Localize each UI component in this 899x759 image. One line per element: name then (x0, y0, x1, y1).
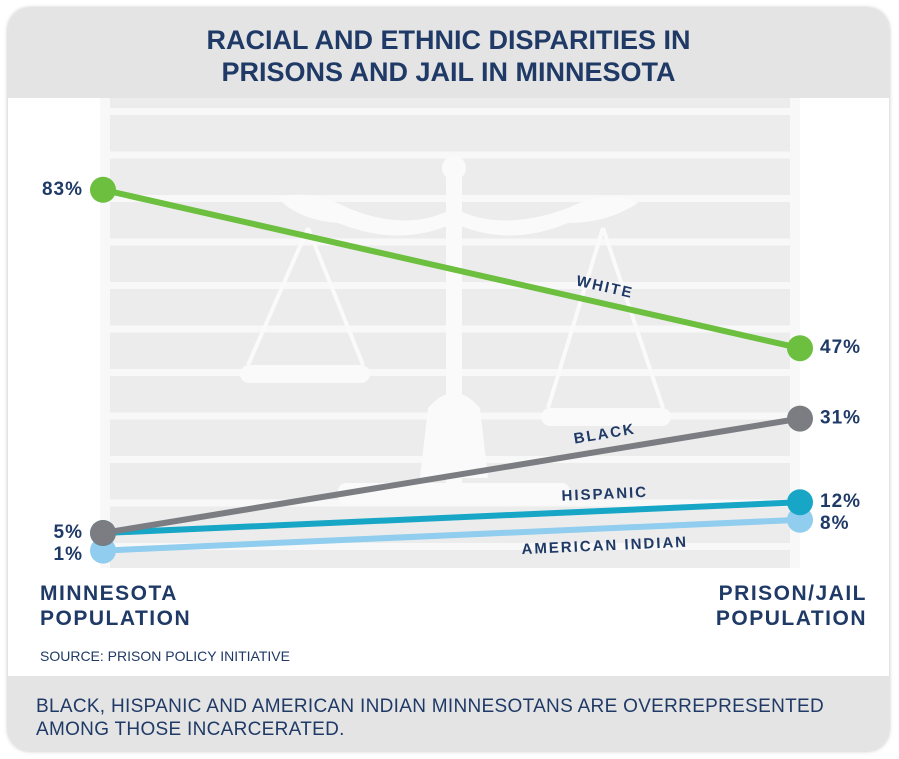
point (787, 335, 813, 361)
value-label: 1% (54, 544, 83, 565)
value-label: 31% (820, 408, 861, 429)
stripe (100, 98, 110, 568)
value-label: 83% (42, 179, 83, 200)
point (787, 406, 813, 432)
value-label: 8% (820, 513, 849, 534)
point (90, 177, 116, 203)
note: BLACK, HISPANIC AND AMERICAN INDIAN MINN… (8, 676, 889, 751)
source: SOURCE: PRISON POLICY INITIATIVE (40, 648, 290, 664)
point (90, 520, 116, 546)
x-category-label: PRISON/JAIL POPULATION (677, 581, 867, 631)
value-label: 47% (820, 337, 861, 358)
card: RACIAL AND ETHNIC DISPARITIES IN PRISONS… (8, 8, 889, 751)
chart: AMERICAN INDIANHISPANICBLACKWHITE83%47%3… (8, 8, 889, 676)
stripe (108, 108, 792, 115)
point (787, 489, 813, 515)
page: RACIAL AND ETHNIC DISPARITIES IN PRISONS… (0, 0, 899, 759)
value-label: 12% (820, 491, 861, 512)
x-category-label: MINNESOTA POPULATION (40, 581, 240, 631)
value-label: 5% (54, 522, 83, 543)
